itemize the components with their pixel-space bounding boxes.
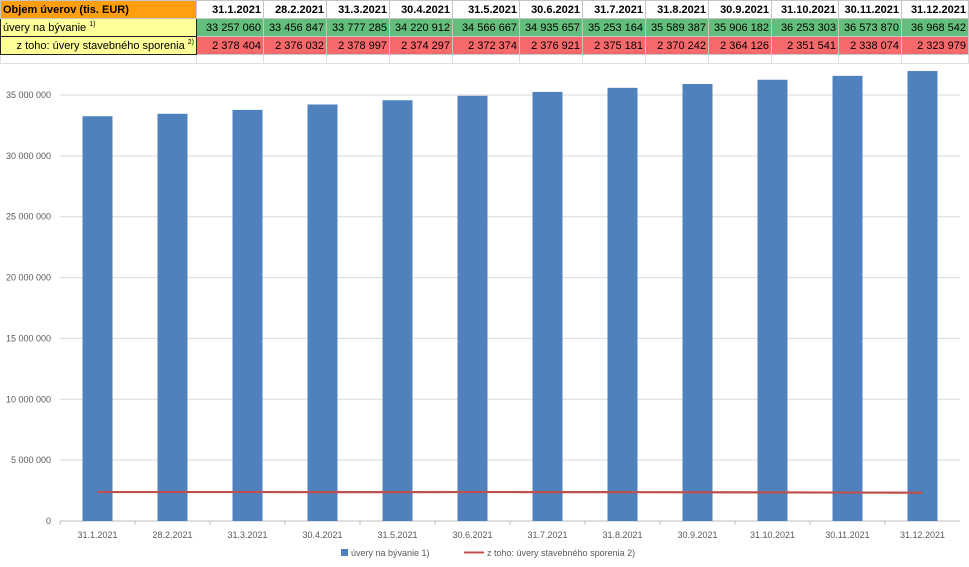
x-axis-ticks: 31.1.2021 28.2.2021 31.3.2021 30.4.2021 31.5… [59, 521, 945, 540]
bar-housing-loans[interactable] [832, 75, 863, 521]
value-cell[interactable]: 2 364 126 [708, 36, 772, 55]
housing-loans-label: úvery na bývanie [3, 21, 87, 34]
value-cell[interactable]: 35 906 182 [708, 18, 772, 37]
table-title-cell[interactable]: Objem úverov (tis. EUR) [0, 0, 197, 19]
header-row: Objem úverov (tis. EUR) 31.1.2021 28.2.2… [0, 0, 969, 19]
y-tick-label: 5 000 000 [11, 455, 51, 465]
value-cell[interactable]: 36 253 303 [771, 18, 839, 37]
building-savings-label: z toho: úvery stavebného sporenia [16, 39, 185, 52]
y-tick-label: 10 000 000 [6, 394, 51, 404]
housing-loans-row: úvery na bývanie 1) 33 257 060 33 456 84… [0, 18, 969, 37]
value-cell[interactable]: 34 220 912 [389, 18, 453, 37]
x-tick-label: 30.9.2021 [677, 530, 717, 540]
bar-housing-loans[interactable] [382, 100, 413, 521]
value-cell[interactable]: 2 374 297 [389, 36, 453, 55]
date-cell[interactable]: 31.12.2021 [901, 0, 969, 19]
value-cell[interactable]: 36 968 542 [901, 18, 969, 37]
value-cell[interactable]: 36 573 870 [838, 18, 902, 37]
value-cell[interactable]: 34 566 667 [452, 18, 520, 37]
value-cell[interactable]: 2 376 032 [263, 36, 327, 55]
value-cell[interactable]: 2 375 181 [582, 36, 646, 55]
date-cell[interactable]: 31.1.2021 [196, 0, 264, 19]
legend-label-building-savings: z toho: úvery stavebného sporenia 2) [487, 548, 635, 558]
line-series [97, 490, 923, 494]
value-cell[interactable]: 33 257 060 [196, 18, 264, 37]
x-tick-label: 30.6.2021 [452, 530, 492, 540]
date-cell[interactable]: 30.6.2021 [519, 0, 583, 19]
gridlines [60, 94, 960, 522]
x-tick-label: 31.7.2021 [527, 530, 567, 540]
x-tick-label: 31.8.2021 [602, 530, 642, 540]
housing-loans-label-cell[interactable]: úvery na bývanie 1) [0, 18, 197, 37]
date-cell[interactable]: 30.4.2021 [389, 0, 453, 19]
spacer-row [0, 54, 969, 64]
value-cell[interactable]: 33 777 285 [326, 18, 390, 37]
value-cell[interactable]: 2 338 074 [838, 36, 902, 55]
bar-series [82, 71, 938, 522]
x-tick-label: 28.2.2021 [152, 530, 192, 540]
legend-label-housing-loans: úvery na bývanie 1) [351, 548, 430, 558]
date-cell[interactable]: 30.9.2021 [708, 0, 772, 19]
building-savings-label-cell[interactable]: z toho: úvery stavebného sporenia 2) [0, 36, 197, 55]
line-building-savings[interactable] [97, 490, 923, 494]
value-cell[interactable]: 2 376 921 [519, 36, 583, 55]
date-cell[interactable]: 31.8.2021 [645, 0, 709, 19]
data-table: Objem úverov (tis. EUR) 31.1.2021 28.2.2… [0, 0, 969, 64]
bar-housing-loans[interactable] [457, 95, 488, 522]
y-tick-label: 0 [46, 516, 51, 526]
building-savings-row: z toho: úvery stavebného sporenia 2) 2 3… [0, 36, 969, 55]
value-cell[interactable]: 34 935 657 [519, 18, 583, 37]
x-tick-label: 31.10.2021 [750, 530, 795, 540]
y-tick-label: 25 000 000 [6, 212, 51, 222]
x-tick-label: 31.3.2021 [227, 530, 267, 540]
value-cell[interactable]: 33 456 847 [263, 18, 327, 37]
y-tick-label: 20 000 000 [6, 273, 51, 283]
bar-housing-loans[interactable] [607, 87, 638, 521]
x-tick-label: 31.12.2021 [900, 530, 945, 540]
x-tick-label: 31.5.2021 [377, 530, 417, 540]
date-cell[interactable]: 31.7.2021 [582, 0, 646, 19]
date-cell[interactable]: 30.11.2021 [838, 0, 902, 19]
value-cell[interactable]: 35 589 387 [645, 18, 709, 37]
footnote-2: 2) [187, 38, 194, 46]
x-tick-label: 30.11.2021 [825, 530, 869, 540]
bar-housing-loans[interactable] [157, 113, 188, 521]
y-tick-label: 35 000 000 [6, 90, 51, 100]
value-cell[interactable]: 2 323 979 [901, 36, 969, 55]
date-cell[interactable]: 31.5.2021 [452, 0, 520, 19]
x-tick-label: 30.4.2021 [302, 530, 342, 540]
bar-housing-loans[interactable] [82, 116, 113, 521]
date-cell[interactable]: 31.3.2021 [326, 0, 390, 19]
y-axis-ticks: 0 5 000 000 10 000 000 15 000 000 20 000 000… [6, 90, 51, 526]
bar-housing-loans[interactable] [307, 104, 338, 522]
legend-swatch-housing-loans [341, 549, 348, 556]
bar-housing-loans[interactable] [907, 71, 938, 521]
value-cell[interactable]: 2 378 404 [196, 36, 264, 55]
bar-housing-loans[interactable] [532, 91, 563, 521]
date-cell[interactable]: 28.2.2021 [263, 0, 327, 19]
footnote-1: 1) [89, 20, 96, 28]
bar-housing-loans[interactable] [682, 83, 713, 522]
value-cell[interactable]: 2 370 242 [645, 36, 709, 55]
bar-housing-loans[interactable] [757, 79, 788, 521]
chart-legend: úvery na bývanie 1) z toho: úvery stavebn… [341, 548, 635, 558]
value-cell[interactable]: 2 378 997 [326, 36, 390, 55]
loan-volume-chart[interactable]: 0 5 000 000 10 000 000 15 000 000 20 000 000… [0, 57, 969, 567]
y-tick-label: 30 000 000 [6, 151, 51, 161]
value-cell[interactable]: 35 253 164 [582, 18, 646, 37]
x-tick-label: 31.1.2021 [77, 530, 117, 540]
bar-housing-loans[interactable] [232, 109, 263, 521]
value-cell[interactable]: 2 351 541 [771, 36, 839, 55]
value-cell[interactable]: 2 372 374 [452, 36, 520, 55]
date-cell[interactable]: 31.10.2021 [771, 0, 839, 19]
y-tick-label: 15 000 000 [6, 333, 51, 343]
